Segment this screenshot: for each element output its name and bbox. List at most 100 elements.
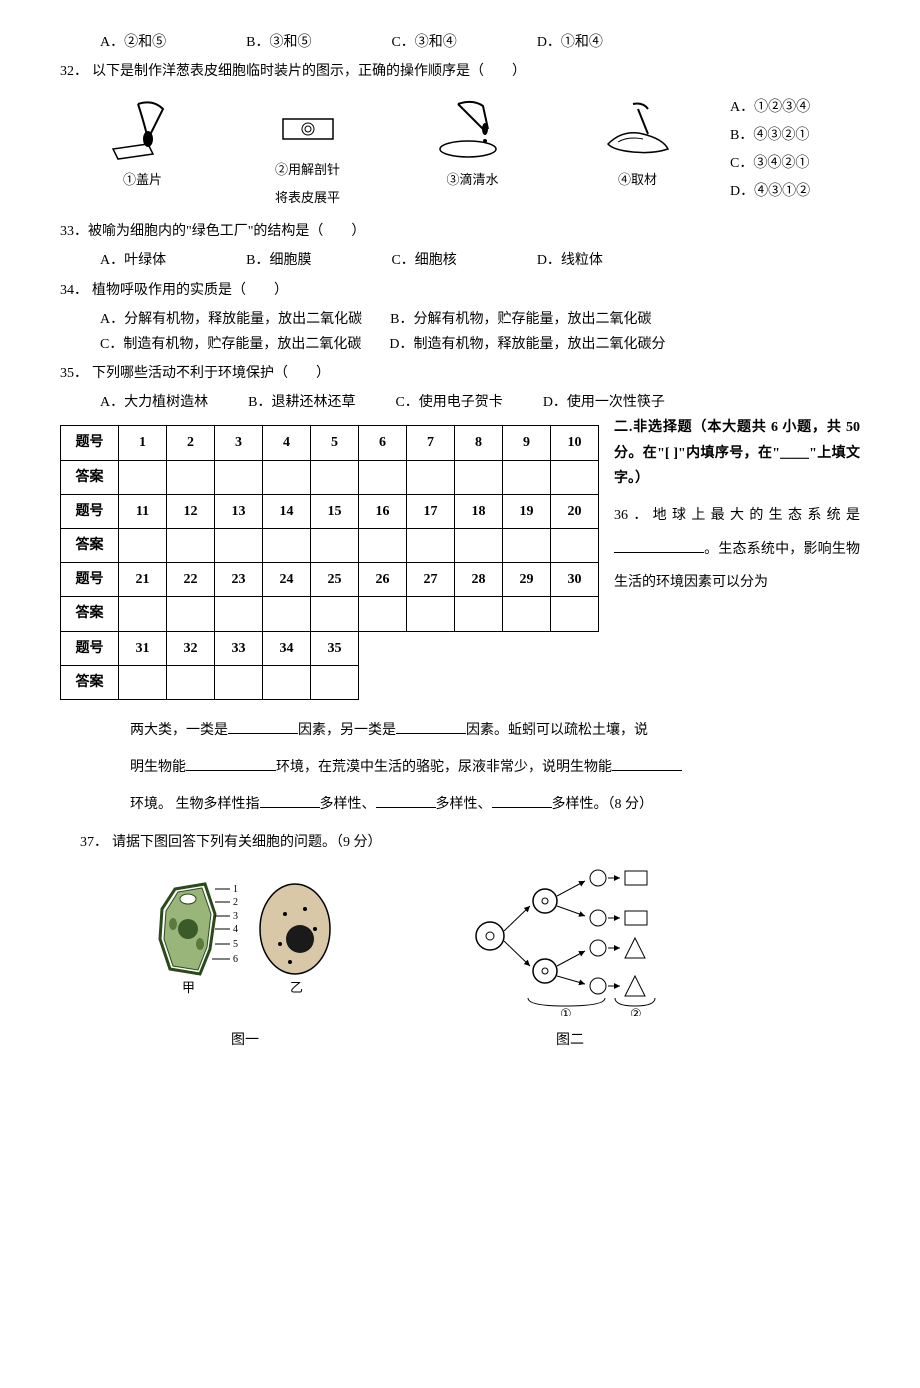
ac[interactable] [215, 665, 263, 699]
q34: 34．植物呼吸作用的实质是（ ） [60, 278, 860, 303]
q34-opt-d: D．制造有机物，释放能量，放出二氧化碳分 [389, 337, 665, 352]
fig1-label: 图一 [140, 1028, 350, 1053]
q31-opt-c: C．③和④ [391, 30, 456, 55]
ac[interactable] [119, 460, 167, 494]
ac[interactable] [407, 529, 455, 563]
q32-cap1: ①盖片 [60, 168, 225, 191]
ac[interactable] [455, 597, 503, 631]
sampling-icon [593, 94, 683, 164]
q32-options: A．①②③④ B．④③②① C．③④②① D．④③①② [720, 94, 860, 206]
ac[interactable] [119, 529, 167, 563]
q36-line2: 两大类，一类是因素，另一类是因素。蚯蚓可以疏松土壤，说 [130, 716, 860, 747]
ac[interactable] [407, 460, 455, 494]
tn: 15 [311, 494, 359, 528]
q32-cap4: ④取材 [555, 168, 720, 191]
q32-fig1: ①盖片 [60, 94, 225, 191]
ac[interactable] [215, 529, 263, 563]
ac[interactable] [503, 529, 551, 563]
q32-cap3: ③滴清水 [390, 168, 555, 191]
blank[interactable] [492, 794, 552, 808]
ac[interactable] [167, 597, 215, 631]
ac[interactable] [311, 665, 359, 699]
row-label: 题号 [61, 494, 119, 528]
tn: 18 [455, 494, 503, 528]
ac[interactable] [263, 665, 311, 699]
ac[interactable] [311, 460, 359, 494]
table-row: 题号21222324252627282930 [61, 563, 599, 597]
tn: 17 [407, 494, 455, 528]
ac[interactable] [167, 529, 215, 563]
ac[interactable] [215, 597, 263, 631]
ac[interactable] [263, 597, 311, 631]
answer-table: 题号12345678910 答案 题号11121314151617181920 … [60, 425, 599, 700]
tn: 22 [167, 563, 215, 597]
ac[interactable] [359, 529, 407, 563]
ac[interactable] [503, 597, 551, 631]
q34-opt-b: B．分解有机物，贮存能量，放出二氧化碳 [390, 312, 651, 327]
q32-figures: ①盖片 ②用解剖针 将表皮展平 ③滴清水 ④取材 A．①②③④ B．④③②① [60, 94, 860, 209]
q32-cap2a: ②用解剖针 [225, 158, 390, 181]
tn: 11 [119, 494, 167, 528]
ac[interactable] [359, 460, 407, 494]
q36-g: 环境，在荒漠中生活的骆驼，尿液非常少，说明生物能 [276, 760, 612, 775]
q32: 32．以下是制作洋葱表皮细胞临时装片的图示，正确的操作顺序是（ ） [60, 59, 860, 84]
ac[interactable] [407, 597, 455, 631]
ac[interactable] [119, 597, 167, 631]
table-row: 答案 [61, 665, 599, 699]
blank[interactable] [612, 757, 682, 771]
empty [359, 631, 599, 665]
ac[interactable] [551, 460, 599, 494]
q36-h: 环境。 生物多样性指 [130, 797, 260, 812]
ac[interactable] [263, 460, 311, 494]
blank[interactable] [376, 794, 436, 808]
q32-fig2: ②用解剖针 将表皮展平 [225, 94, 390, 209]
tn: 32 [167, 631, 215, 665]
q35-opt-d: D．使用一次性筷子 [543, 390, 665, 415]
ac[interactable] [119, 665, 167, 699]
q32-cap2b: 将表皮展平 [225, 186, 390, 209]
fig1-right: 乙 [290, 980, 303, 995]
ac[interactable] [215, 460, 263, 494]
blank[interactable] [228, 720, 298, 734]
ac[interactable] [263, 529, 311, 563]
ac[interactable] [359, 597, 407, 631]
q36-e: 因素。蚯蚓可以疏松土壤，说 [466, 723, 648, 738]
ac[interactable] [503, 460, 551, 494]
tn: 23 [215, 563, 263, 597]
q34-opt-a: A．分解有机物，释放能量，放出二氧化碳 [100, 312, 362, 327]
fig2-b2: ② [630, 1006, 642, 1016]
drop-water-icon [428, 94, 518, 164]
blank[interactable] [396, 720, 466, 734]
ac[interactable] [455, 460, 503, 494]
lbl5: 5 [233, 939, 238, 950]
ac[interactable] [311, 529, 359, 563]
table-row: 题号3132333435 [61, 631, 599, 665]
blank[interactable] [614, 539, 704, 553]
q34-text: 植物呼吸作用的实质是（ ） [92, 283, 288, 298]
q36-j: 多样性、 [436, 797, 492, 812]
fig1-wrap: 1 2 3 4 5 6 甲 乙 图一 [140, 874, 350, 1053]
q34-options: A．分解有机物，释放能量，放出二氧化碳 B．分解有机物，贮存能量，放出二氧化碳 … [100, 307, 860, 357]
ac[interactable] [167, 460, 215, 494]
tn: 9 [503, 426, 551, 460]
tn: 20 [551, 494, 599, 528]
lbl2: 2 [233, 897, 238, 908]
blank[interactable] [186, 757, 276, 771]
q33-opt-b: B．细胞膜 [246, 248, 311, 273]
ac[interactable] [455, 529, 503, 563]
tn: 6 [359, 426, 407, 460]
ac[interactable] [311, 597, 359, 631]
fig2-b1: ① [560, 1006, 572, 1016]
empty [359, 665, 599, 699]
fig1-left: 甲 [182, 980, 195, 995]
tn: 16 [359, 494, 407, 528]
ac[interactable] [551, 597, 599, 631]
q36-i: 多样性、 [320, 797, 376, 812]
q35: 35．下列哪些活动不利于环境保护（ ） [60, 361, 860, 386]
q32-fig3: ③滴清水 [390, 94, 555, 191]
tn: 3 [215, 426, 263, 460]
ac[interactable] [551, 529, 599, 563]
ac[interactable] [167, 665, 215, 699]
tn: 2 [167, 426, 215, 460]
blank[interactable] [260, 794, 320, 808]
